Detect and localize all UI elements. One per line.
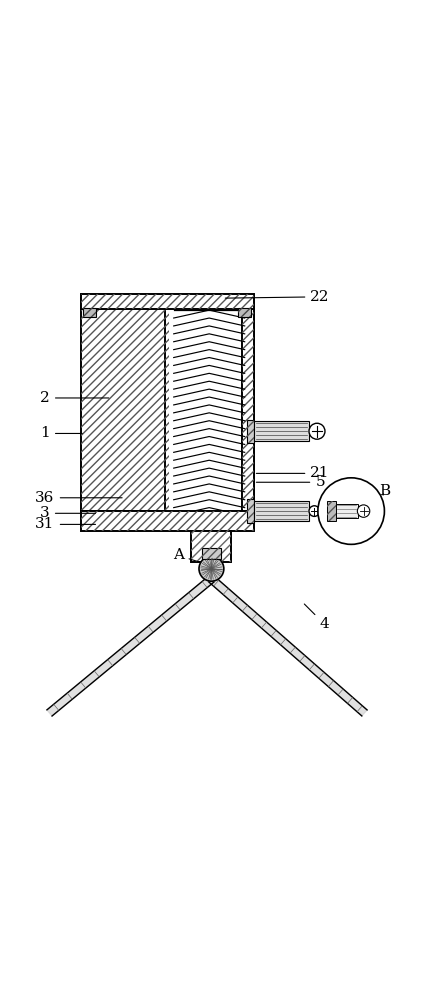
- Polygon shape: [165, 298, 254, 520]
- Polygon shape: [83, 308, 96, 317]
- Polygon shape: [247, 420, 254, 443]
- Text: 21: 21: [256, 466, 330, 480]
- Polygon shape: [327, 501, 336, 521]
- Text: 3: 3: [40, 506, 96, 520]
- Polygon shape: [81, 294, 254, 309]
- Circle shape: [199, 556, 224, 581]
- Text: 1: 1: [40, 426, 82, 440]
- Polygon shape: [47, 576, 214, 716]
- Polygon shape: [336, 504, 358, 518]
- Circle shape: [309, 506, 320, 516]
- Text: 22: 22: [225, 290, 330, 304]
- Polygon shape: [81, 511, 254, 531]
- Polygon shape: [247, 499, 254, 523]
- Polygon shape: [238, 308, 251, 317]
- Text: A: A: [173, 548, 200, 562]
- Text: 31: 31: [35, 517, 96, 531]
- Polygon shape: [202, 548, 221, 559]
- Polygon shape: [254, 501, 309, 521]
- Circle shape: [318, 478, 384, 544]
- Polygon shape: [243, 298, 254, 520]
- Text: 4: 4: [304, 604, 329, 631]
- Text: 36: 36: [35, 491, 122, 505]
- Text: 2: 2: [40, 391, 109, 405]
- Polygon shape: [209, 576, 367, 716]
- Polygon shape: [254, 421, 309, 441]
- Circle shape: [357, 505, 370, 517]
- Text: 5: 5: [256, 475, 325, 489]
- Circle shape: [309, 423, 325, 439]
- Polygon shape: [81, 298, 169, 511]
- Text: B: B: [379, 484, 390, 498]
- Polygon shape: [191, 531, 231, 562]
